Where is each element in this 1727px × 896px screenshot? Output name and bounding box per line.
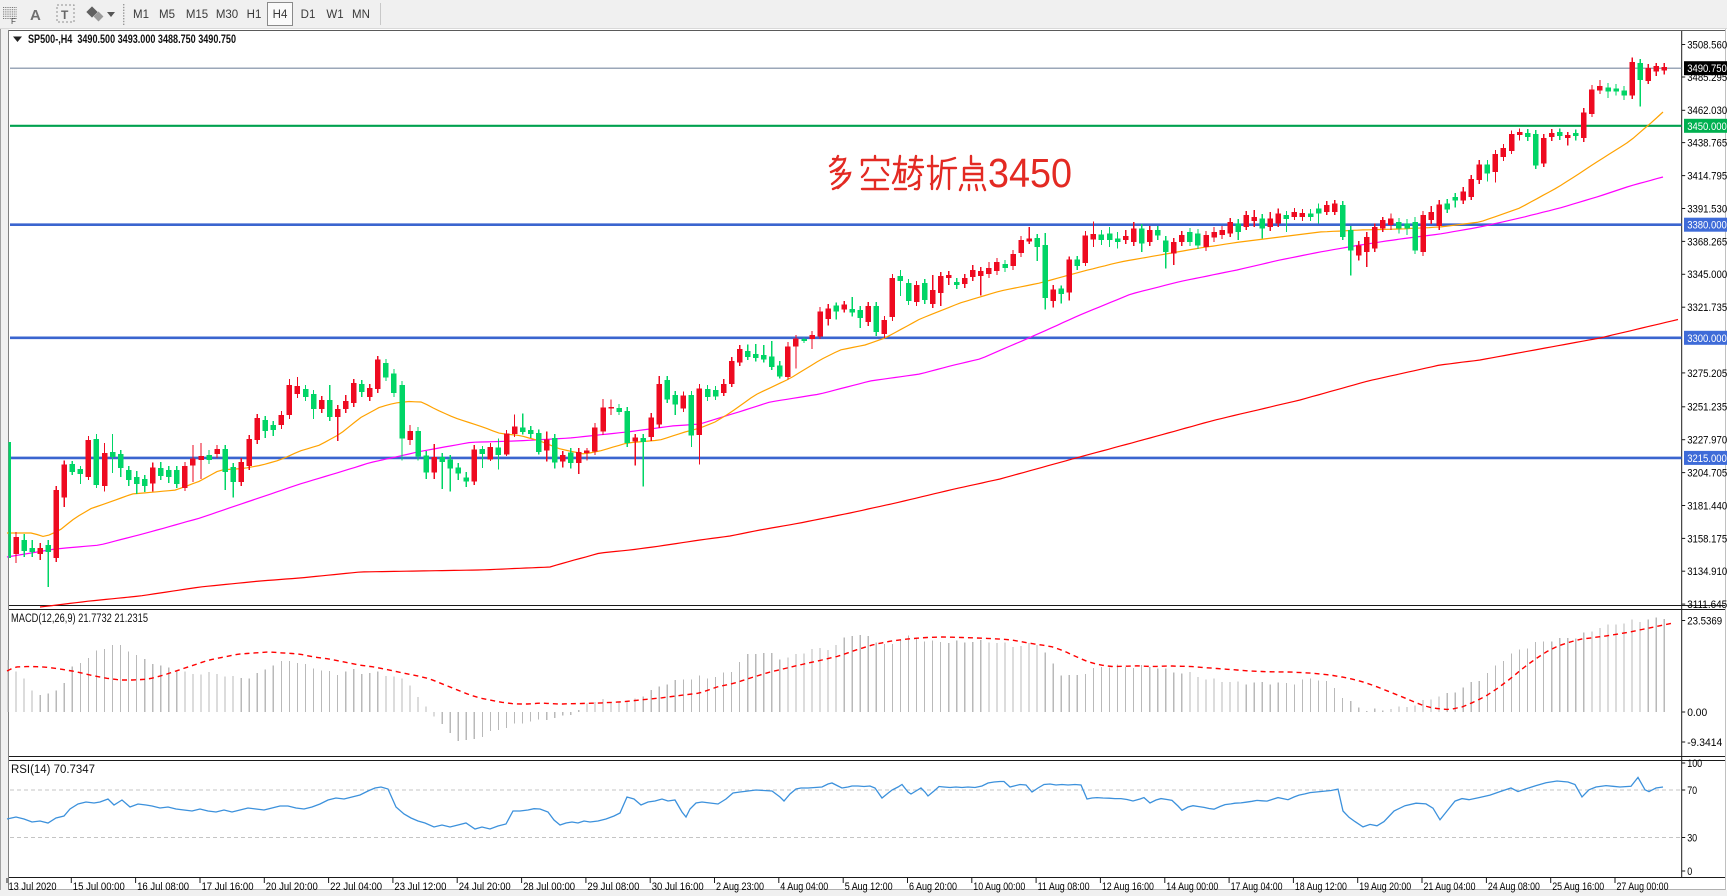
- svg-text:3134.910: 3134.910: [1687, 566, 1727, 578]
- svg-text:3227.970: 3227.970: [1687, 435, 1727, 447]
- svg-text:3111.645: 3111.645: [1687, 599, 1727, 611]
- svg-text:28 Jul 00:00: 28 Jul 00:00: [523, 881, 575, 893]
- svg-text:H4: H4: [273, 9, 288, 21]
- svg-text:3345.000: 3345.000: [1687, 269, 1727, 281]
- svg-text:16 Jul 08:00: 16 Jul 08:00: [137, 881, 189, 893]
- svg-text:21 Aug 04:00: 21 Aug 04:00: [1424, 881, 1476, 893]
- svg-text:M1: M1: [133, 9, 149, 21]
- svg-text:30: 30: [1687, 832, 1697, 844]
- svg-text:5 Aug 12:00: 5 Aug 12:00: [845, 881, 893, 893]
- svg-text:3414.795: 3414.795: [1687, 171, 1727, 183]
- svg-text:T: T: [61, 8, 69, 22]
- svg-text:3438.765: 3438.765: [1687, 138, 1727, 150]
- svg-text:24 Aug 08:00: 24 Aug 08:00: [1488, 881, 1540, 893]
- svg-text:0.00: 0.00: [1687, 707, 1707, 719]
- svg-text:3368.265: 3368.265: [1687, 236, 1727, 248]
- svg-text:RSI(14) 70.7347: RSI(14) 70.7347: [11, 764, 95, 776]
- svg-text:0: 0: [1687, 866, 1692, 878]
- svg-text:6 Aug 20:00: 6 Aug 20:00: [909, 881, 957, 893]
- svg-text:30 Jul 16:00: 30 Jul 16:00: [652, 881, 704, 893]
- svg-text:22 Jul 04:00: 22 Jul 04:00: [330, 881, 382, 893]
- svg-text:3275.205: 3275.205: [1687, 368, 1727, 380]
- svg-text:F: F: [11, 17, 16, 26]
- svg-text:17 Aug 04:00: 17 Aug 04:00: [1231, 881, 1283, 893]
- svg-text:20 Jul 20:00: 20 Jul 20:00: [266, 881, 318, 893]
- svg-text:23 Jul 12:00: 23 Jul 12:00: [394, 881, 446, 893]
- svg-text:M15: M15: [186, 9, 208, 21]
- svg-text:3215.000: 3215.000: [1687, 453, 1727, 465]
- svg-text:13 Jul 2020: 13 Jul 2020: [9, 881, 57, 893]
- svg-text:3508.560: 3508.560: [1687, 39, 1727, 51]
- svg-text:3300.000: 3300.000: [1687, 333, 1727, 345]
- svg-text:3181.440: 3181.440: [1687, 500, 1727, 512]
- svg-text:4 Aug 04:00: 4 Aug 04:00: [780, 881, 828, 893]
- svg-text:-9.3414: -9.3414: [1687, 737, 1722, 749]
- svg-text:3380.000: 3380.000: [1687, 220, 1727, 232]
- svg-text:29 Jul 08:00: 29 Jul 08:00: [587, 881, 639, 893]
- svg-text:11 Aug 08:00: 11 Aug 08:00: [1038, 881, 1090, 893]
- svg-text:H1: H1: [247, 9, 262, 21]
- svg-text:24 Jul 20:00: 24 Jul 20:00: [459, 881, 511, 893]
- svg-text:12 Aug 16:00: 12 Aug 16:00: [1102, 881, 1154, 893]
- svg-text:MACD(12,26,9) 21.7732 21.2315: MACD(12,26,9) 21.7732 21.2315: [11, 613, 148, 625]
- svg-text:10 Aug 00:00: 10 Aug 00:00: [973, 881, 1025, 893]
- svg-text:14 Aug 00:00: 14 Aug 00:00: [1166, 881, 1218, 893]
- svg-text:D1: D1: [301, 9, 316, 21]
- svg-text:W1: W1: [326, 9, 343, 21]
- svg-text:3450: 3450: [988, 150, 1072, 196]
- svg-text:3204.705: 3204.705: [1687, 468, 1727, 480]
- svg-text:25 Aug 16:00: 25 Aug 16:00: [1552, 881, 1604, 893]
- svg-text:3391.530: 3391.530: [1687, 203, 1727, 215]
- svg-text:15 Jul 00:00: 15 Jul 00:00: [73, 881, 125, 893]
- svg-text:27 Aug 00:00: 27 Aug 00:00: [1617, 881, 1669, 893]
- svg-text:M5: M5: [159, 9, 175, 21]
- svg-text:3450.000: 3450.000: [1687, 121, 1727, 133]
- svg-text:100: 100: [1687, 758, 1702, 770]
- svg-text:2 Aug 23:00: 2 Aug 23:00: [716, 881, 764, 893]
- svg-text:3490.750: 3490.750: [1687, 63, 1727, 75]
- svg-text:MN: MN: [352, 9, 370, 21]
- svg-text:3158.175: 3158.175: [1687, 533, 1727, 545]
- svg-text:3321.735: 3321.735: [1687, 302, 1727, 314]
- svg-text:70: 70: [1687, 785, 1697, 797]
- svg-text:19 Aug 20:00: 19 Aug 20:00: [1359, 881, 1411, 893]
- svg-text:A: A: [30, 7, 41, 24]
- svg-text:SP500-,H4 3490.500 3493.000 3: SP500-,H4 3490.500 3493.000 3488.750 349…: [28, 32, 236, 46]
- svg-text:3251.235: 3251.235: [1687, 402, 1727, 414]
- svg-text:3462.030: 3462.030: [1687, 105, 1727, 117]
- svg-text:M30: M30: [216, 9, 238, 21]
- svg-text:18 Aug 12:00: 18 Aug 12:00: [1295, 881, 1347, 893]
- svg-text:17 Jul 16:00: 17 Jul 16:00: [202, 881, 254, 893]
- svg-text:23.5369: 23.5369: [1687, 615, 1722, 627]
